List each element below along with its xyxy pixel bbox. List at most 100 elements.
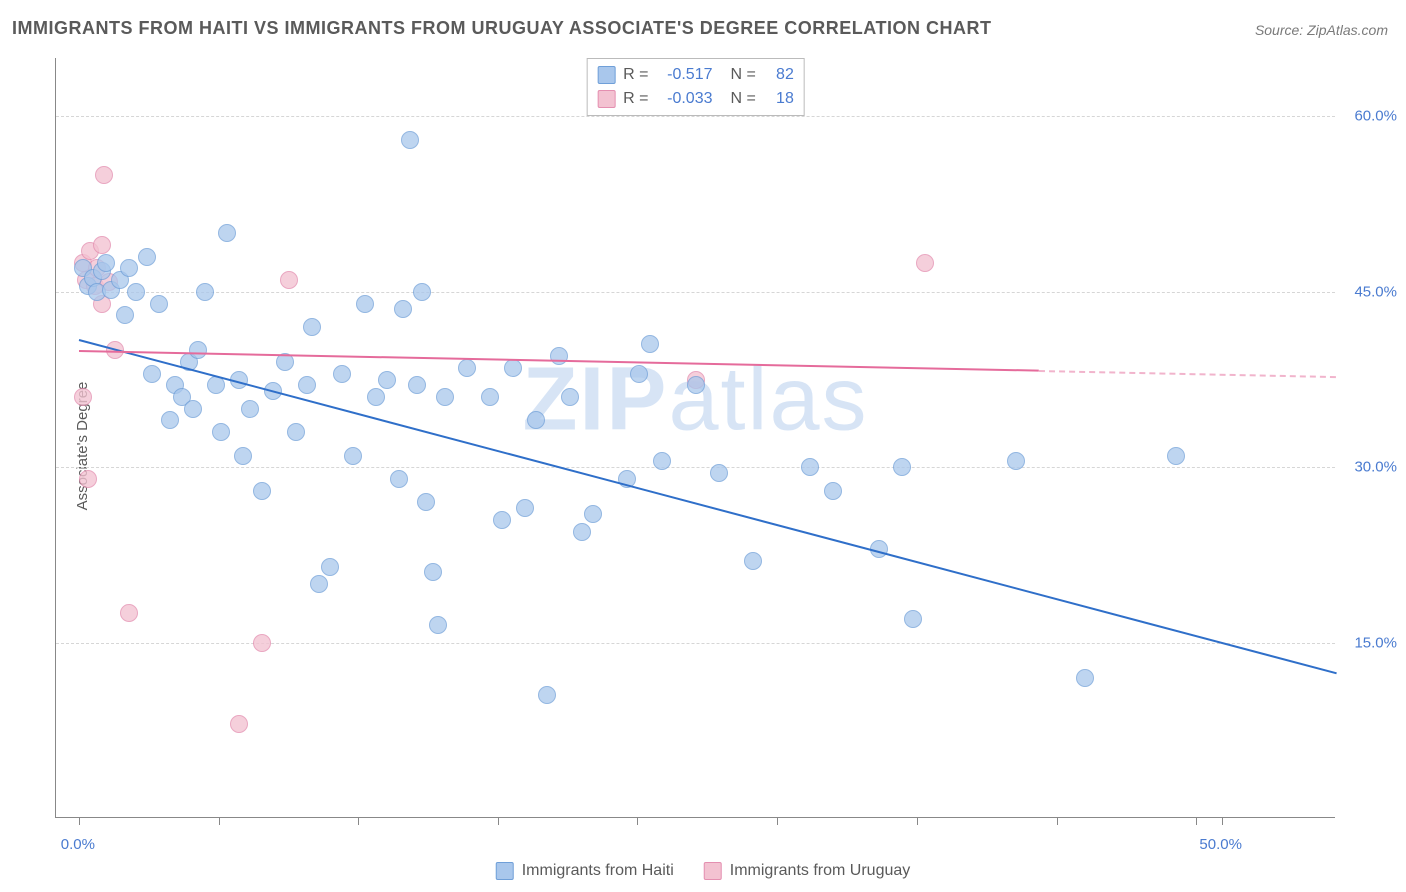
data-point	[95, 166, 113, 184]
data-point	[287, 423, 305, 441]
data-point	[218, 224, 236, 242]
n-value: 82	[764, 63, 794, 87]
data-point	[189, 341, 207, 359]
x-tick	[1222, 817, 1223, 825]
data-point	[161, 411, 179, 429]
data-point	[408, 376, 426, 394]
data-point	[1167, 447, 1185, 465]
data-point	[390, 470, 408, 488]
data-point	[184, 400, 202, 418]
data-point	[527, 411, 545, 429]
data-point	[424, 563, 442, 581]
data-point	[303, 318, 321, 336]
n-value: 18	[764, 87, 794, 111]
data-point	[394, 300, 412, 318]
data-point	[481, 388, 499, 406]
legend: Immigrants from Haiti Immigrants from Uru…	[496, 862, 911, 880]
data-point	[801, 458, 819, 476]
data-point	[120, 259, 138, 277]
legend-label: Immigrants from Haiti	[522, 862, 674, 880]
data-point	[356, 295, 374, 313]
watermark-bold: ZIP	[522, 349, 668, 449]
data-point	[138, 248, 156, 266]
stats-row: R = -0.033 N = 18	[597, 87, 794, 111]
data-point	[458, 359, 476, 377]
data-point	[904, 610, 922, 628]
y-tick-label: 30.0%	[1354, 459, 1397, 476]
data-point	[550, 347, 568, 365]
data-point	[630, 365, 648, 383]
data-point	[344, 447, 362, 465]
x-tick-label: 50.0%	[1199, 836, 1242, 853]
data-point	[417, 493, 435, 511]
data-point	[196, 283, 214, 301]
data-point	[687, 376, 705, 394]
r-label: R =	[623, 63, 648, 87]
trend-line	[79, 339, 1337, 674]
x-tick	[1057, 817, 1058, 825]
data-point	[212, 423, 230, 441]
gridline	[56, 292, 1335, 293]
data-point	[1076, 669, 1094, 687]
source-attribution: Source: ZipAtlas.com	[1255, 22, 1388, 38]
data-point	[413, 283, 431, 301]
y-tick-label: 15.0%	[1354, 634, 1397, 651]
x-tick	[777, 817, 778, 825]
x-tick	[219, 817, 220, 825]
data-point	[573, 523, 591, 541]
x-tick	[358, 817, 359, 825]
x-tick	[637, 817, 638, 825]
series-swatch	[597, 90, 615, 108]
n-label: N =	[731, 87, 756, 111]
gridline	[56, 116, 1335, 117]
stats-box: R = -0.517 N = 82 R = -0.033 N = 18	[586, 58, 805, 116]
trend-line	[1039, 370, 1336, 378]
data-point	[653, 452, 671, 470]
data-point	[561, 388, 579, 406]
data-point	[74, 388, 92, 406]
data-point	[298, 376, 316, 394]
data-point	[516, 499, 534, 517]
data-point	[333, 365, 351, 383]
data-point	[143, 365, 161, 383]
y-tick-label: 60.0%	[1354, 108, 1397, 125]
data-point	[93, 236, 111, 254]
legend-item: Immigrants from Uruguay	[704, 862, 911, 880]
x-tick	[79, 817, 80, 825]
legend-label: Immigrants from Uruguay	[730, 862, 911, 880]
data-point	[367, 388, 385, 406]
data-point	[79, 470, 97, 488]
data-point	[893, 458, 911, 476]
x-tick	[498, 817, 499, 825]
legend-swatch	[496, 862, 514, 880]
data-point	[230, 715, 248, 733]
data-point	[321, 558, 339, 576]
data-point	[120, 604, 138, 622]
data-point	[641, 335, 659, 353]
data-point	[310, 575, 328, 593]
stats-row: R = -0.517 N = 82	[597, 63, 794, 87]
series-swatch	[597, 66, 615, 84]
data-point	[916, 254, 934, 272]
data-point	[584, 505, 602, 523]
legend-item: Immigrants from Haiti	[496, 862, 674, 880]
gridline	[56, 643, 1335, 644]
data-point	[436, 388, 454, 406]
n-label: N =	[731, 63, 756, 87]
data-point	[234, 447, 252, 465]
data-point	[429, 616, 447, 634]
data-point	[116, 306, 134, 324]
plot-area: ZIPatlas R =-0.517N =82R =-0.033N =18 15…	[55, 58, 1335, 818]
data-point	[538, 686, 556, 704]
data-point	[241, 400, 259, 418]
x-tick	[917, 817, 918, 825]
r-label: R =	[623, 87, 648, 111]
data-point	[150, 295, 168, 313]
data-point	[127, 283, 145, 301]
r-value: -0.033	[657, 87, 713, 111]
r-value: -0.517	[657, 63, 713, 87]
data-point	[1007, 452, 1025, 470]
data-point	[493, 511, 511, 529]
data-point	[504, 359, 522, 377]
data-point	[744, 552, 762, 570]
